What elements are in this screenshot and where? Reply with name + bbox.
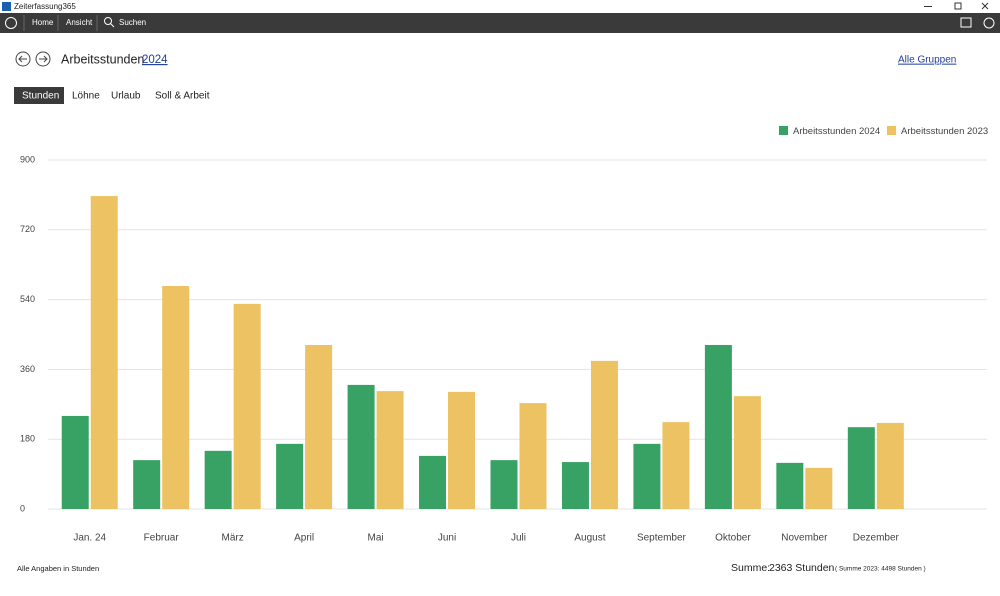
bar: [847, 427, 875, 509]
bar: [776, 462, 804, 509]
tab[interactable]: Stunden: [22, 91, 59, 102]
sum-label: Summe:: [731, 562, 770, 574]
groups-link[interactable]: Alle Gruppen: [898, 55, 956, 66]
x-tick-label: November: [781, 533, 828, 544]
bar: [276, 443, 304, 509]
y-tick-label: 720: [20, 224, 35, 234]
footer-note: Alle Angaben in Stunden: [17, 564, 99, 573]
bar: [561, 462, 589, 509]
info-button[interactable]: [983, 17, 995, 29]
y-tick-label: 360: [20, 364, 35, 374]
tab[interactable]: Löhne: [72, 91, 100, 102]
y-tick-label: 540: [20, 294, 35, 304]
bar: [419, 455, 447, 509]
chart: 0 180 360 540 720 900 Jan. 24 Februar März April M…: [20, 126, 988, 544]
app-icon: [2, 2, 11, 11]
prev-arrow: [18, 55, 27, 63]
y-tick-label: 0: [20, 503, 25, 513]
bar: [448, 391, 476, 509]
bar: [633, 443, 661, 509]
bar: [233, 303, 261, 509]
year-link[interactable]: 2024: [142, 54, 168, 66]
tab-active[interactable]: [14, 87, 64, 104]
sum-previous: ( Summe 2023: 4498 Stunden ): [835, 566, 926, 573]
x-tick-label: Dezember: [853, 533, 900, 544]
bar: [133, 460, 161, 509]
x-tick-label: Mai: [368, 533, 384, 544]
window-title: Zeiterfassung365: [14, 2, 76, 11]
page-title: Arbeitsstunden: [61, 52, 144, 66]
bar: [876, 422, 904, 509]
y-tick-label: 180: [20, 434, 35, 444]
x-tick-label: September: [637, 533, 687, 544]
x-tick-label: Jan. 24: [73, 533, 106, 544]
bar: [162, 286, 190, 509]
next-button[interactable]: [35, 51, 51, 67]
bar: [305, 344, 333, 509]
prev-button[interactable]: [15, 51, 31, 67]
legend-label: Arbeitsstunden 2023: [901, 126, 988, 137]
panel-button[interactable]: [960, 17, 972, 28]
x-tick-label: Oktober: [715, 533, 751, 544]
bar: [590, 360, 618, 509]
tab[interactable]: Urlaub: [111, 91, 141, 102]
bar: [204, 450, 232, 509]
bar: [376, 391, 404, 509]
y-tick-label: 900: [20, 154, 35, 164]
search-icon: [110, 23, 115, 28]
x-tick-label: Juni: [438, 533, 456, 544]
bar: [519, 403, 547, 509]
title-bar: [0, 0, 1000, 13]
bar: [61, 415, 89, 509]
x-tick-label: Juli: [511, 533, 526, 544]
legend-label: Arbeitsstunden 2024: [793, 126, 880, 137]
window-controls[interactable]: [924, 2, 989, 10]
bar: [704, 344, 732, 509]
x-tick-label: August: [574, 533, 605, 544]
toolbar: [0, 13, 1000, 33]
next-arrow: [39, 55, 48, 63]
toolbar-view[interactable]: Ansicht: [66, 18, 93, 27]
bar: [733, 396, 761, 509]
bar: [90, 196, 118, 509]
bar: [490, 460, 518, 509]
legend-swatch: [887, 126, 896, 135]
legend-swatch: [779, 126, 788, 135]
x-tick-label: April: [294, 533, 314, 544]
x-tick-label: März: [222, 533, 244, 544]
bar: [347, 384, 375, 509]
bar: [805, 467, 833, 509]
back-button[interactable]: [5, 17, 17, 29]
search-icon: [104, 17, 112, 25]
toolbar-search[interactable]: Suchen: [119, 18, 146, 27]
tab[interactable]: Soll & Arbeit: [155, 91, 210, 102]
toolbar-home[interactable]: Home: [32, 18, 54, 27]
bar: [662, 422, 690, 509]
sum-value: 2363 Stunden: [769, 562, 835, 574]
x-tick-label: Februar: [144, 533, 180, 544]
